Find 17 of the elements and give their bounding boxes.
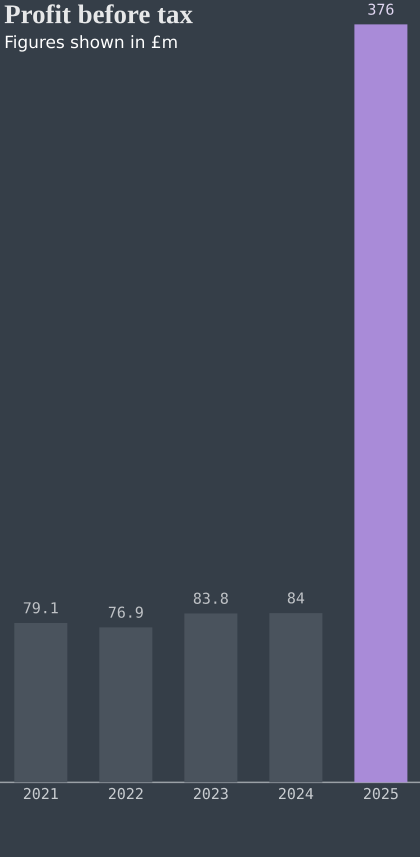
chart-title: Profit before tax: [4, 4, 193, 24]
bar: [269, 613, 322, 782]
text: Figures shown in £m: [6, 35, 177, 52]
bar: [14, 622, 68, 782]
x-tick-label: 2025: [364, 788, 398, 800]
x-tick-label: 2024: [278, 788, 314, 800]
x-tick-label: 2023: [194, 788, 228, 800]
data-label: 76.9: [108, 606, 143, 618]
data-label: 79.1: [24, 602, 58, 614]
data-label: 83.8: [194, 592, 228, 604]
data-label: 84: [288, 592, 304, 604]
bar: [184, 613, 238, 782]
x-tick-label: 2021: [24, 788, 58, 800]
bar: [99, 627, 152, 782]
x-tick-label: 2022: [108, 788, 143, 800]
bar: [354, 24, 408, 782]
data-label: 376: [368, 4, 394, 15]
